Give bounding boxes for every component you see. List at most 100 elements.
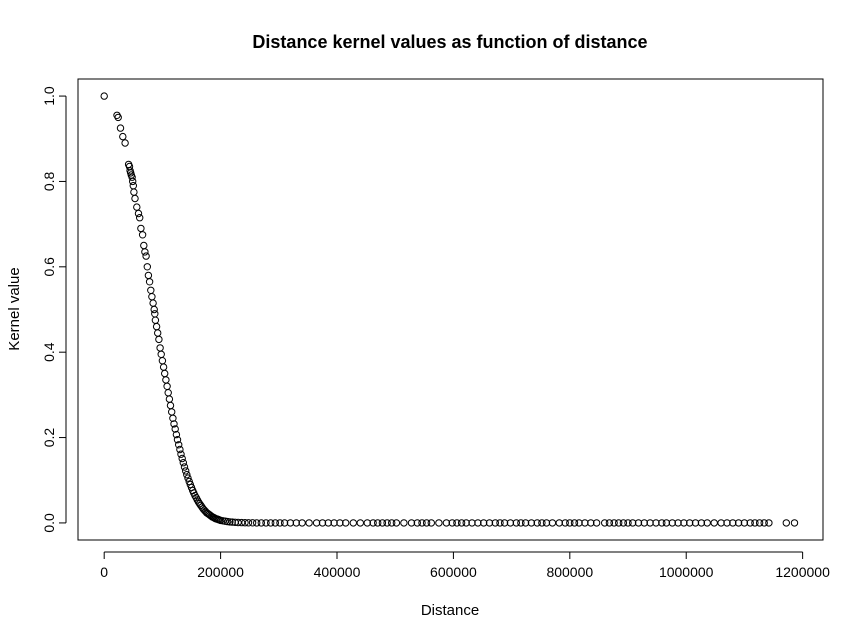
- x-tick-label: 200000: [197, 564, 244, 580]
- data-point: [116, 124, 125, 132]
- data-point: [448, 519, 456, 527]
- data-point: [138, 231, 147, 239]
- data-point: [142, 252, 150, 260]
- data-point: [686, 519, 694, 527]
- data-point: [170, 420, 178, 428]
- data-point: [150, 305, 158, 314]
- data-point: [276, 519, 284, 527]
- data-point: [592, 519, 601, 527]
- data-point: [485, 519, 494, 527]
- y-axis: 0.0 0.2 0.4 0.6 0.8 1.0: [41, 86, 67, 533]
- y-tick-label: 0.0: [41, 513, 57, 533]
- data-point: [765, 519, 773, 527]
- data-point: [172, 430, 181, 439]
- data-point: [244, 519, 253, 527]
- data-point: [128, 173, 136, 181]
- data-point: [674, 519, 682, 527]
- data-point: [140, 241, 148, 250]
- data-point: [427, 519, 435, 527]
- data-point: [163, 382, 171, 390]
- plot-frame: [77, 78, 824, 541]
- data-point: [305, 519, 313, 527]
- data-point: [457, 519, 466, 527]
- data-point: [130, 188, 138, 196]
- data-point: [161, 369, 169, 378]
- data-point: [162, 376, 170, 384]
- x-tick-label: 600000: [430, 564, 477, 580]
- data-point: [453, 519, 461, 527]
- data-point: [383, 519, 391, 527]
- data-point: [363, 519, 371, 527]
- x-axis: 0 200000 400000 600000 800000 1000000 1200000: [100, 551, 830, 580]
- data-point: [159, 363, 168, 371]
- data-point: [169, 414, 177, 422]
- data-point: [226, 518, 234, 526]
- data-point: [640, 519, 648, 527]
- data-point: [378, 519, 387, 527]
- data-point: [619, 519, 628, 527]
- data-point: [575, 519, 583, 527]
- data-point: [369, 519, 377, 527]
- data-point: [521, 519, 530, 527]
- data-point: [149, 299, 157, 307]
- data-point: [336, 519, 344, 527]
- data-point: [143, 263, 152, 271]
- data-point: [474, 519, 482, 527]
- data-point: [248, 519, 257, 527]
- data-point: [182, 467, 190, 475]
- data-point: [145, 278, 154, 286]
- data-point: [158, 357, 167, 365]
- data-point: [566, 519, 574, 527]
- data-point: [280, 519, 289, 527]
- data-point: [512, 519, 520, 527]
- data-point: [100, 92, 108, 100]
- data-point: [147, 286, 155, 294]
- data-point: [121, 139, 129, 147]
- data-point: [179, 459, 188, 467]
- data-point: [500, 519, 509, 527]
- data-point: [710, 519, 718, 527]
- data-point: [442, 519, 451, 527]
- data-point: [462, 519, 470, 527]
- data-point: [610, 519, 618, 527]
- data-point: [760, 519, 768, 527]
- data-point: [131, 194, 139, 203]
- data-point: [154, 329, 162, 337]
- data-point: [480, 519, 488, 527]
- data-point: [177, 450, 185, 458]
- data-point: [114, 113, 122, 122]
- data-point: [148, 293, 156, 301]
- data-point: [422, 519, 431, 527]
- data-point: [751, 519, 759, 527]
- x-tick-label: 1200000: [775, 564, 830, 580]
- y-axis-label: Kernel value: [6, 267, 23, 350]
- data-point: [356, 519, 364, 527]
- data-point: [137, 224, 145, 233]
- data-point: [168, 408, 176, 416]
- data-point: [624, 519, 632, 527]
- data-point: [237, 518, 246, 527]
- data-point: [388, 519, 396, 527]
- data-point: [703, 519, 711, 527]
- data-point: [790, 519, 799, 527]
- data-point: [151, 316, 160, 324]
- data-point: [418, 519, 426, 527]
- data-point: [151, 310, 159, 318]
- data-point: [119, 132, 127, 141]
- data-point: [407, 519, 416, 527]
- data-point: [165, 395, 174, 403]
- data-point: [267, 519, 275, 527]
- data-point: [527, 519, 536, 527]
- data-point: [292, 519, 300, 527]
- data-point: [156, 344, 164, 352]
- data-point: [176, 445, 184, 454]
- data-point: [374, 519, 382, 527]
- data-point: [157, 350, 165, 358]
- data-point: [241, 519, 249, 527]
- chart-title: Distance kernel values as function of di…: [252, 32, 647, 52]
- data-point: [223, 517, 232, 526]
- data-point: [253, 519, 261, 527]
- data-point: [271, 519, 279, 527]
- data-point: [129, 177, 137, 186]
- data-point: [164, 389, 172, 397]
